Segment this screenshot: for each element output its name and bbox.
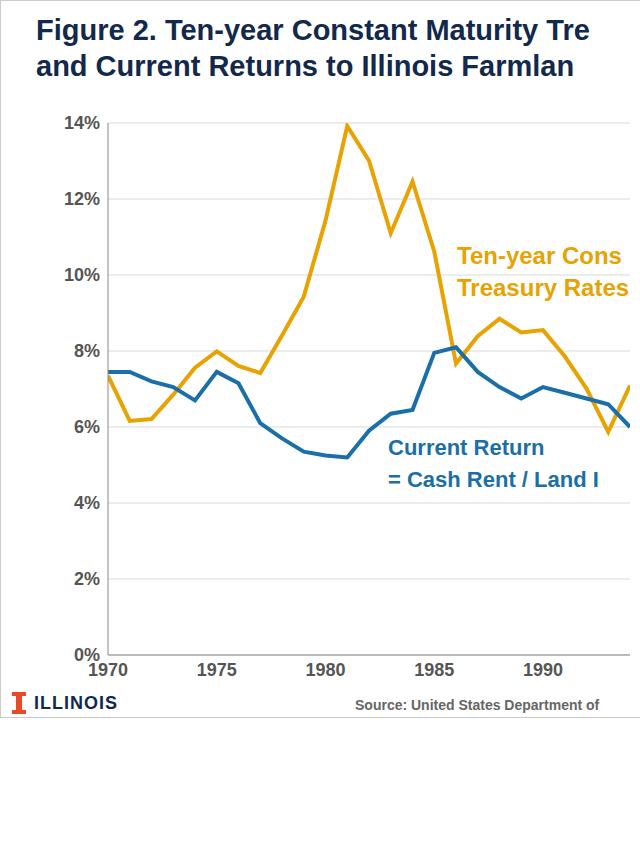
html-text:Source: United States Departme: Source: United States Department of [355, 697, 600, 713]
svg-text:10%: 10% [64, 265, 100, 285]
svg-text:14%: 14% [64, 113, 100, 133]
svg-text:6%: 6% [74, 417, 100, 437]
html-text:Ten-year Cons: Ten-year Cons [457, 242, 622, 269]
html-text:and Current Returns to Illinoi: and Current Returns to Illinois Farmlan [36, 50, 575, 82]
svg-text:1990: 1990 [523, 660, 563, 680]
html-text:Current Return: Current Return [388, 435, 545, 460]
svg-text:4%: 4% [74, 493, 100, 513]
svg-text:1975: 1975 [197, 660, 237, 680]
svg-text:1980: 1980 [305, 660, 345, 680]
svg-text:1970: 1970 [88, 659, 128, 680]
html-text:ILLINOIS: ILLINOIS [34, 692, 118, 713]
html-text:Figure 2. Ten-year Constant Ma: Figure 2. Ten-year Constant Maturity Tre [36, 14, 590, 46]
svg-text:8%: 8% [74, 341, 100, 361]
svg-text:12%: 12% [64, 189, 100, 209]
svg-text:0%: 0% [74, 645, 100, 665]
svg-text:2%: 2% [74, 569, 100, 589]
html-text:= Cash Rent / Land I: = Cash Rent / Land I [388, 467, 599, 492]
html-text:Treasury Rates: Treasury Rates [457, 274, 630, 301]
svg-text:1985: 1985 [414, 660, 454, 680]
